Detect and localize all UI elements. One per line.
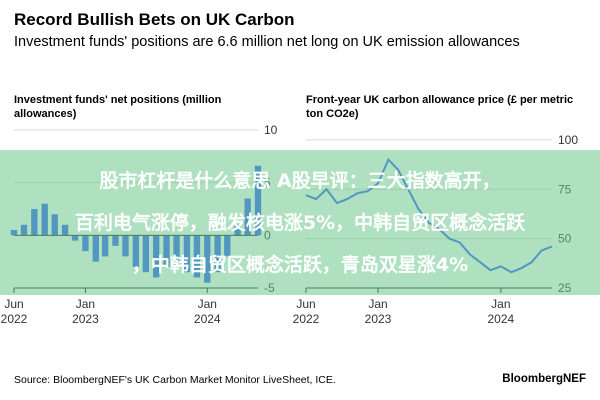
right-panel-title: Front-year UK carbon allowance price (£ … — [306, 94, 574, 120]
brand-logo-text: BloombergNEF — [502, 373, 586, 385]
overlay-text-line-3: ，中韩自贸区概念活跃，青岛双星涨4% — [131, 254, 469, 276]
right-x-tick-label: 2022 — [293, 312, 320, 326]
right-y-tick-label: 100 — [558, 133, 578, 147]
left-x-tick-label: 2022 — [1, 312, 28, 326]
right-x-tick-label: Jun — [296, 297, 315, 311]
left-x-tick-label: Jan — [76, 297, 95, 311]
source-note: Source: BloombergNEF's UK Carbon Market … — [14, 374, 336, 386]
left-panel-title: Investment funds' net positions (million… — [14, 94, 222, 120]
overlay-text-line-2: 百利电气涨停，融发核电涨5%，中韩自贸区概念活跃 — [74, 212, 526, 234]
left-x-tick-label: 2023 — [72, 312, 99, 326]
chart-subtitle: Investment funds' positions are 6.6 mill… — [14, 34, 520, 50]
chart-title: Record Bullish Bets on UK Carbon — [14, 10, 295, 29]
right-x-tick-label: 2023 — [365, 312, 392, 326]
left-y-tick-label: 10 — [264, 123, 278, 137]
right-x-tick-label: 2024 — [487, 312, 514, 326]
left-x-tick-label: 2024 — [194, 312, 221, 326]
right-x-tick-label: Jan — [491, 297, 510, 311]
left-x-tick-label: Jan — [198, 297, 217, 311]
left-x-tick-label: Jun — [4, 297, 23, 311]
overlay-text-line-1: 股市杠杆是什么意思 A股早评：三大指数高开， — [99, 170, 501, 192]
overlay-band — [0, 150, 600, 295]
right-x-tick-label: Jan — [368, 297, 387, 311]
